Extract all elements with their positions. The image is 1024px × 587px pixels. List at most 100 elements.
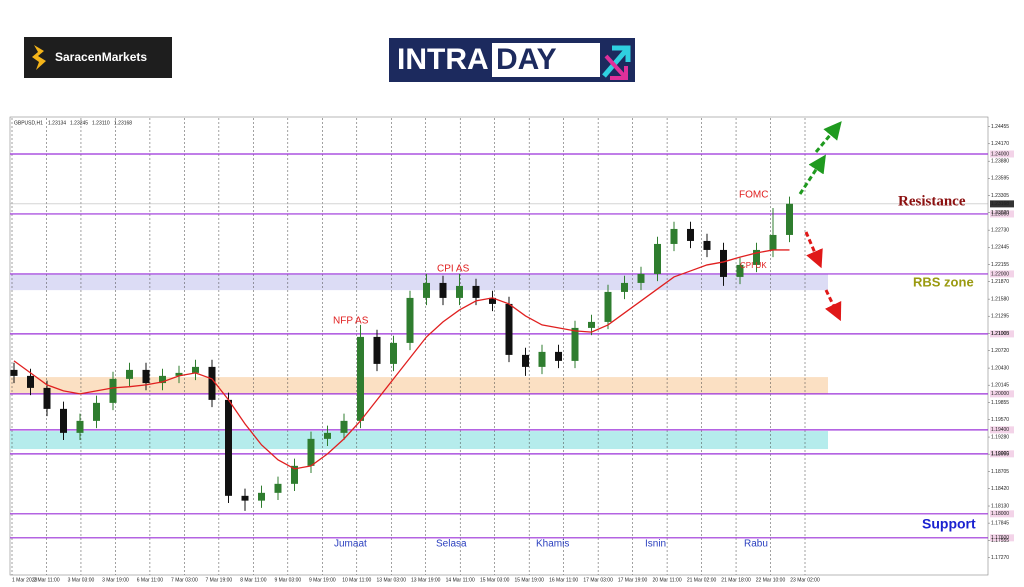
candle-body [27, 375, 34, 388]
level-label: 1.19000 [991, 451, 1009, 457]
x-tick-label: 21 Mar 18:00 [721, 577, 751, 583]
candle-body [489, 297, 496, 304]
candle-body [687, 228, 694, 241]
candle-body [93, 402, 100, 421]
logo-left: SaracenMarkets [55, 50, 147, 64]
y-tick-label: 1.22730 [991, 227, 1009, 233]
level-label-bg [990, 150, 1014, 158]
y-tick-label: 1.21870 [991, 279, 1009, 285]
zone [10, 377, 828, 394]
logo-left-bg [24, 37, 172, 78]
candle-body [274, 483, 282, 493]
candle-body [769, 234, 777, 250]
y-tick-label: 1.18995 [991, 451, 1009, 457]
arrow-down [824, 289, 842, 322]
candle-body [241, 495, 249, 501]
candle-body [456, 285, 463, 298]
candle-body [109, 378, 117, 403]
level-label-bg [990, 330, 1014, 338]
candle-body [175, 372, 183, 376]
x-tick-label: 17 Mar 03:00 [583, 577, 613, 583]
annotation: CPI UK [740, 261, 767, 270]
y-tick-label: 1.17845 [991, 520, 1009, 526]
plot-frame [9, 116, 989, 576]
annotation: CPI AS [437, 264, 470, 275]
x-tick-label: 3 Mar 03:00 [68, 577, 95, 583]
y-tick-label: 1.18130 [991, 503, 1009, 509]
candle-body [423, 282, 430, 298]
logo-center-box [492, 43, 600, 77]
level-label: 1.23000 [991, 211, 1009, 217]
info-value: 1.23110 [92, 120, 110, 126]
candle-body [736, 264, 744, 277]
arrow-up [814, 121, 842, 153]
candle-body [538, 351, 546, 367]
y-tick-label: 1.21580 [991, 296, 1009, 302]
y-tick-label: 1.23305 [991, 193, 1009, 199]
info-value: 1.23245 [70, 120, 88, 126]
current-price-label: 1.23168 [991, 201, 1009, 207]
y-tick-label: 1.20430 [991, 365, 1009, 371]
x-tick-label: 7 Mar 03:00 [171, 577, 198, 583]
candle-body [670, 228, 678, 244]
zone [10, 431, 828, 450]
annotation: FOMC [739, 190, 768, 201]
x-tick-label: 7 Mar 19:00 [206, 577, 233, 583]
symbol: GBPUSD,H1 [14, 120, 43, 126]
y-tick-label: 1.22155 [991, 262, 1009, 268]
info-value: 1.23168 [114, 120, 132, 126]
x-tick-label: 20 Mar 11:00 [653, 577, 682, 583]
candle-body [225, 399, 232, 496]
candle-body [472, 285, 480, 298]
x-tick-label: 1 Mar 2023 [12, 577, 38, 583]
current-price-bg [990, 200, 1014, 208]
candle-body [753, 249, 760, 265]
level-label-bg [990, 534, 1014, 542]
candle-body [307, 438, 315, 466]
y-tick-label: 1.23880 [991, 159, 1009, 165]
candle-body [406, 297, 414, 343]
x-tick-label: 6 Mar 11:00 [137, 577, 164, 583]
logo-arrow-down [604, 54, 628, 80]
candle-body [340, 420, 348, 433]
info-value: 1.23134 [48, 120, 66, 126]
candle-body [76, 420, 84, 433]
x-tick-label: 3 Mar 19:00 [102, 577, 129, 583]
candle-body [439, 282, 447, 298]
logo-icon [32, 45, 46, 70]
level-label: 1.21000 [991, 331, 1009, 337]
level-label-bg [990, 510, 1014, 518]
day-label: Selasa [436, 539, 467, 550]
x-tick-label: 23 Mar 02:00 [790, 577, 820, 583]
candle-body [324, 432, 331, 439]
y-tick-label: 1.21005 [991, 331, 1009, 337]
y-tick-label: 1.20720 [991, 348, 1009, 354]
y-tick-label: 1.23595 [991, 176, 1009, 182]
candle-body [786, 203, 793, 235]
y-tick-label: 1.17270 [991, 555, 1009, 561]
level-label-bg [990, 450, 1014, 458]
candle-body [621, 282, 628, 292]
x-tick-label: 14 Mar 11:00 [446, 577, 475, 583]
x-tick-label: 10 Mar 11:00 [342, 577, 371, 583]
level-label: 1.24000 [991, 151, 1009, 157]
y-tick-label: 1.19280 [991, 434, 1009, 440]
zone [10, 273, 828, 291]
arrow-down [804, 231, 823, 269]
candle-body [60, 408, 67, 433]
x-tick-label: 13 Mar 03:00 [377, 577, 407, 583]
y-tick-label: 1.18705 [991, 469, 1009, 475]
day-label: Rabu [744, 539, 768, 550]
x-tick-label: 8 Mar 11:00 [240, 577, 267, 583]
candle-body [192, 366, 199, 373]
candle-body [505, 303, 513, 355]
candle-body [637, 273, 645, 283]
x-tick-label: 2 Mar 11:00 [33, 577, 60, 583]
candle-body [571, 327, 579, 361]
x-tick-label: 13 Mar 19:00 [411, 577, 441, 583]
y-tick-label: 1.20145 [991, 383, 1009, 389]
candle-body [654, 243, 661, 274]
candle-body [703, 240, 711, 250]
